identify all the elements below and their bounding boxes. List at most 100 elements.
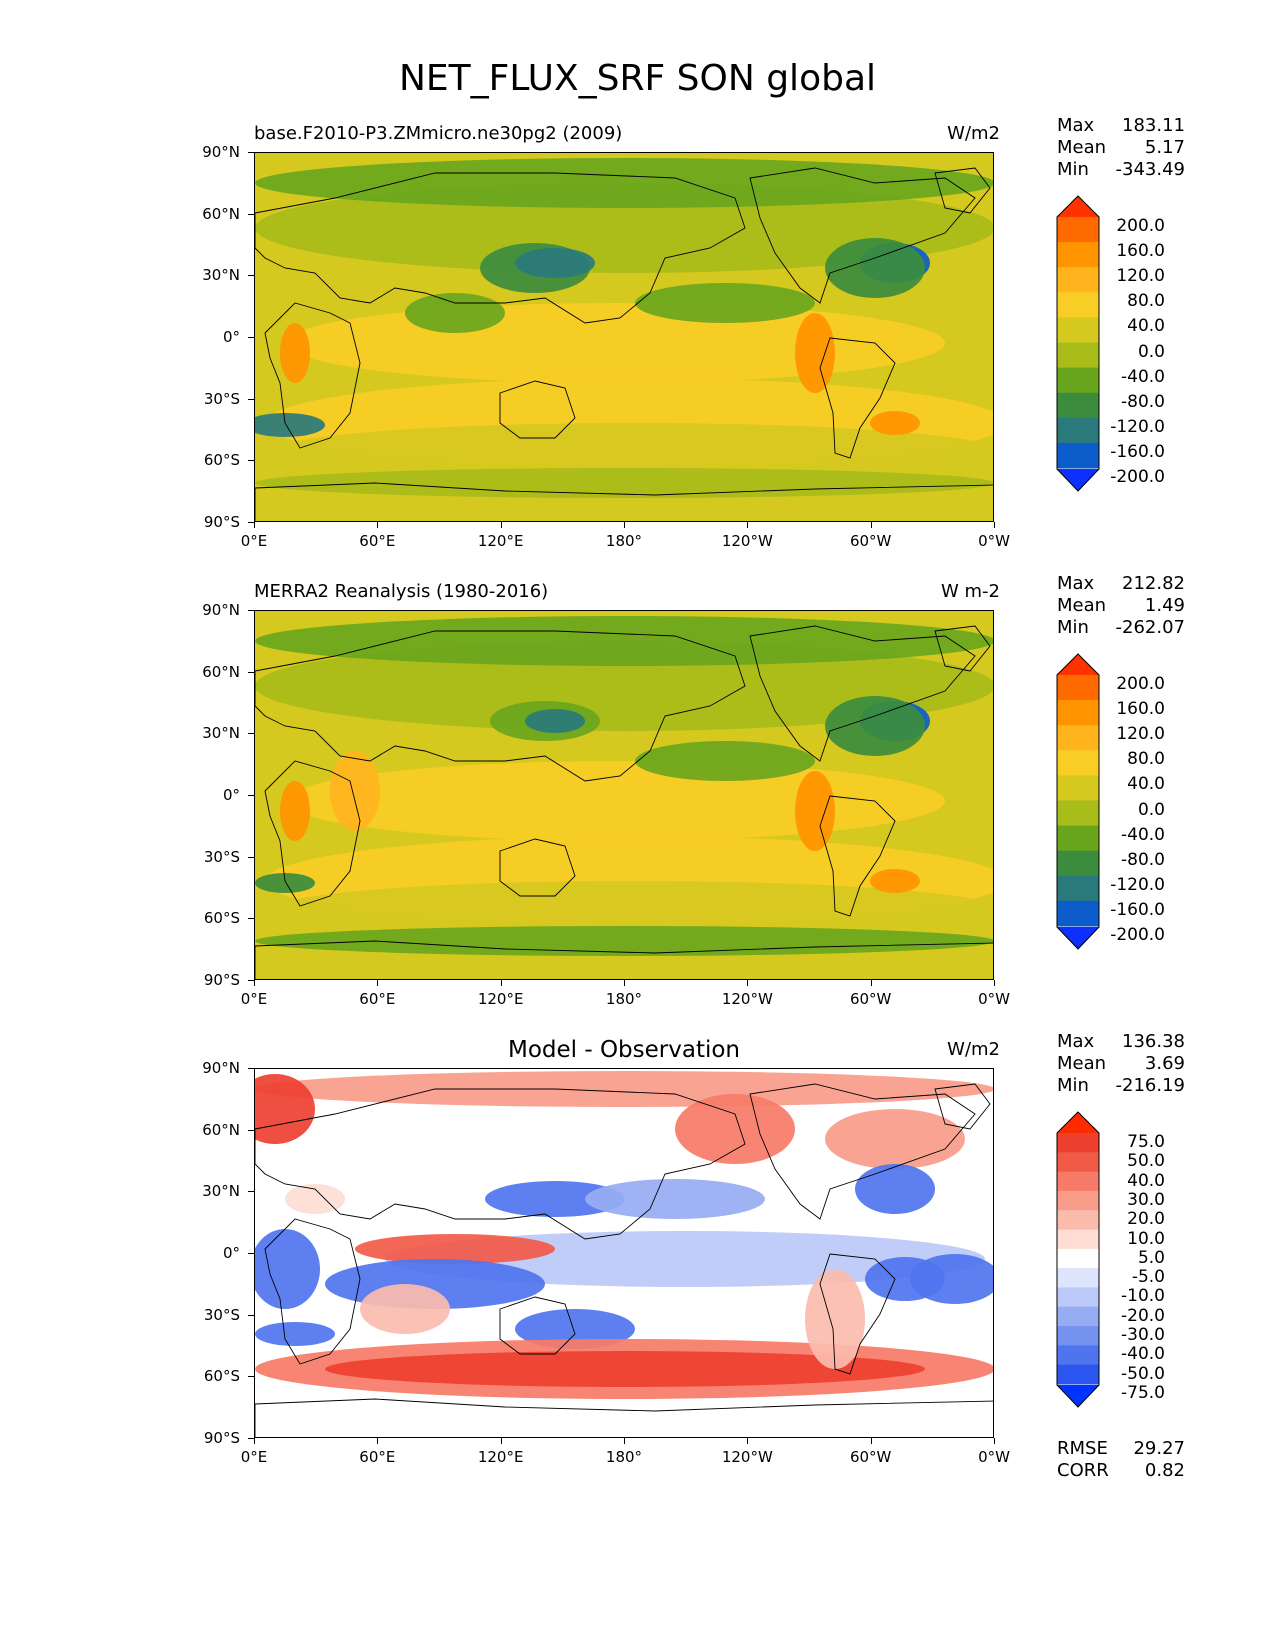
field-contour [280,323,310,383]
colorbar-segment [1057,392,1099,419]
coastline-samerica [819,795,896,917]
colorbar-segment [1057,850,1099,877]
colorbar-level-label: 30.0 [1127,1189,1165,1210]
field-contour [855,1164,935,1214]
colorbar-level-label: 120.0 [1116,266,1165,287]
y-tick [248,1068,254,1069]
field-contour [255,641,993,731]
colorbar-level-label: -75.0 [1121,1383,1165,1403]
field-contour [285,303,945,383]
x-tick [254,522,255,528]
stat-value: -216.19 [1115,1075,1185,1096]
colorbar-level-label: 200.0 [1116,216,1165,236]
figure-title: NET_FLUX_SRF SON global [398,58,877,99]
colorbar-level-label: -80.0 [1121,391,1165,412]
field-contour [255,1071,993,1107]
field-contour [795,771,835,851]
field-contour [405,293,505,333]
stat-value: 183.11 [1122,115,1185,136]
y-tick-label: 90°S [203,971,240,989]
colorbar-obs [1056,653,1100,950]
colorbar-level-label: 0.0 [1137,799,1165,820]
stat-label: Mean [1057,137,1107,158]
colorbar-segment [1057,725,1099,751]
y-tick-label: 60°N [202,1120,240,1139]
colorbar-level-label: 200.0 [1116,674,1165,694]
colorbar-level-label: -80.0 [1121,849,1165,870]
y-tick [248,460,254,462]
y-tick-label: 30°S [203,1305,240,1324]
colorbar-level-label: -20.0 [1121,1305,1165,1326]
field-contour [265,881,993,941]
colorbar-segment [1057,1364,1099,1385]
colorbar-segment [1057,342,1099,369]
colorbar-level-label: 50.0 [1127,1151,1165,1172]
y-tick-label: 90°S [203,513,240,531]
field-contour [255,413,325,437]
colorbar-level-label: 5.0 [1137,1247,1165,1268]
stat-row: Max 212.82 [1057,573,1185,595]
field-contour [585,1179,765,1219]
field-contour [255,616,993,666]
colorbar-segment [1057,750,1099,776]
field-contour [825,238,925,298]
colorbar-segment [1057,1152,1099,1173]
coastline-eurasia [255,630,746,782]
x-tick [254,980,255,986]
y-tick [248,1438,254,1439]
x-tick-label: 60°E [359,990,396,1008]
panel-title: base.F2010-P3.ZMmicro.ne30pg2 (2009) [254,123,623,144]
field-contour [515,248,595,278]
x-tick-label: 120°W [721,1448,773,1466]
stats-diff: Max 136.38 Mean 3.69 Min -216.19 [1057,1031,1185,1097]
coastline-eurasia [255,1088,746,1240]
y-tick [248,856,254,858]
colorbar-level-label: -200.0 [1110,925,1165,945]
coastline-antarctica [255,482,993,521]
x-tick-label: 0°E [240,532,268,550]
panel-units: W/m2 [947,123,1000,144]
stat-label: Min [1057,1075,1089,1096]
y-tick [248,733,254,735]
colorbar-segment [1057,1287,1099,1308]
x-tick [870,980,872,986]
x-tick [994,1438,995,1444]
y-tick-label: 30°S [203,389,240,408]
colorbar-level-label: 20.0 [1127,1209,1165,1230]
colorbar-segment [1057,442,1099,469]
field-contour [635,283,815,323]
y-tick-label: 30°S [203,847,240,866]
colorbar-segment [1057,875,1099,902]
x-tick [870,1438,872,1444]
x-tick-label: 120°E [477,990,524,1008]
field-contour [515,1309,635,1349]
x-tick-label: 0°W [978,990,1010,1008]
y-tick-label: 90°S [203,1429,240,1447]
coastline-greenland [934,1083,991,1130]
colorbar-segment [1057,825,1099,852]
stat-row: Min -216.19 [1057,1075,1185,1097]
field-contour [805,1269,865,1369]
coastline-samerica [819,337,896,459]
field-contour [325,1351,925,1387]
coastline-australia [499,380,576,439]
colorbar-level-label: 10.0 [1127,1228,1165,1249]
stat-label: Max [1057,115,1095,136]
colorbar-extend-min [1057,927,1099,949]
y-tick [248,918,254,920]
y-tick [248,980,254,981]
stat-label: Min [1057,617,1089,638]
stat-value: 212.82 [1122,573,1185,594]
stat-label: Mean [1057,595,1107,616]
colorbar-segment [1057,700,1099,726]
field-contour [825,696,925,756]
colorbar-level-label: -120.0 [1110,416,1165,437]
x-tick [377,980,379,986]
x-tick [500,980,502,986]
coastline-namerica [749,167,976,304]
y-tick-label: 30°N [202,724,240,743]
colorbar-extend-min [1057,469,1099,491]
stat-row: Max 136.38 [1057,1031,1185,1053]
field-contour [265,423,993,483]
field-contour [255,1229,320,1309]
